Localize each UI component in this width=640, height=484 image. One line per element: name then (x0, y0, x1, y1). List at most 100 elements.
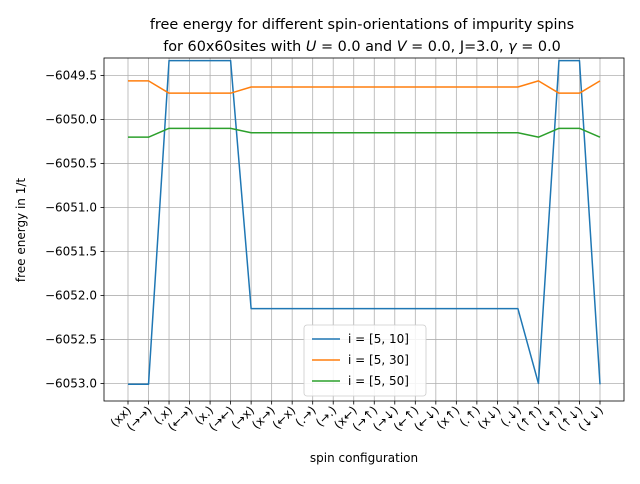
y-tick-label: −6052.0 (45, 288, 97, 302)
series-3 (127, 127, 601, 138)
data-point (435, 132, 437, 134)
data-point (537, 382, 539, 384)
data-point (332, 86, 334, 88)
series-line (128, 59, 601, 386)
data-point (229, 59, 231, 61)
data-point (188, 59, 190, 61)
data-point (599, 136, 601, 138)
series-lines (127, 59, 601, 386)
data-point (188, 92, 190, 94)
y-axis-ticks: −6053.0 −6052.5 −6052.0 −6051.5 −6051.0 −6050… (45, 69, 104, 390)
data-point (353, 132, 355, 134)
data-point (394, 307, 396, 309)
data-point (209, 92, 211, 94)
data-point (270, 307, 272, 309)
data-point (394, 86, 396, 88)
data-point (250, 86, 252, 88)
data-point (209, 127, 211, 129)
data-point (291, 86, 293, 88)
data-point (147, 80, 149, 82)
legend: i = [5, 10] i = [5, 30] i = [5, 50] (303, 324, 427, 397)
data-point (353, 307, 355, 309)
data-point (147, 383, 149, 385)
data-point (229, 127, 231, 129)
data-point (558, 92, 560, 94)
data-point (188, 127, 190, 129)
data-point (435, 307, 437, 309)
y-tick-label: −6051.5 (45, 244, 97, 258)
data-point (127, 80, 129, 82)
data-point (250, 132, 252, 134)
x-axis-label: spin configuration (310, 451, 418, 465)
y-tick-label: −6050.0 (45, 113, 97, 127)
data-point (394, 132, 396, 134)
data-point (229, 92, 231, 94)
data-point (127, 383, 129, 385)
data-point (291, 307, 293, 309)
y-tick-label: −6053.0 (45, 376, 97, 390)
data-point (311, 86, 313, 88)
data-point (373, 86, 375, 88)
data-point (599, 80, 601, 82)
series-line (128, 80, 601, 94)
legend-label: i = [5, 50] (348, 374, 409, 388)
data-point (209, 59, 211, 61)
data-point (127, 136, 129, 138)
y-tick-label: −6050.5 (45, 157, 97, 171)
data-point (496, 86, 498, 88)
data-point (414, 86, 416, 88)
data-point (558, 127, 560, 129)
data-point (578, 59, 580, 61)
data-point (558, 59, 560, 61)
data-point (332, 307, 334, 309)
data-point (599, 383, 601, 385)
data-point (168, 92, 170, 94)
data-point (168, 59, 170, 61)
data-point (435, 86, 437, 88)
y-tick-label: −6051.0 (45, 201, 97, 215)
data-point (311, 307, 313, 309)
data-point (147, 136, 149, 138)
data-point (455, 132, 457, 134)
data-point (537, 136, 539, 138)
y-tick-label: −6049.5 (45, 69, 97, 83)
data-point (537, 80, 539, 82)
data-point (270, 86, 272, 88)
data-point (373, 132, 375, 134)
chart-title-line-1: free energy for different spin-orientati… (150, 17, 574, 33)
series-1 (127, 59, 601, 386)
data-point (517, 307, 519, 309)
data-point (476, 307, 478, 309)
data-point (578, 92, 580, 94)
chart-title-line-2: for 60x60sites with U = 0.0 and V = 0.0,… (163, 39, 561, 55)
axes-frame (103, 57, 625, 402)
data-point (517, 132, 519, 134)
data-point (496, 307, 498, 309)
y-tick-label: −6052.5 (45, 332, 97, 346)
data-point (291, 132, 293, 134)
data-point (353, 86, 355, 88)
data-point (455, 307, 457, 309)
data-point (496, 132, 498, 134)
y-axis-label: free energy in 1/t (14, 178, 28, 283)
data-point (332, 132, 334, 134)
series-line (128, 127, 601, 138)
data-point (476, 132, 478, 134)
data-point (250, 307, 252, 309)
data-point (517, 86, 519, 88)
series-2 (127, 80, 601, 94)
data-point (270, 132, 272, 134)
data-point (414, 132, 416, 134)
data-point (414, 307, 416, 309)
data-point (168, 127, 170, 129)
legend-label: i = [5, 30] (348, 353, 409, 367)
data-point (476, 86, 478, 88)
data-point (455, 86, 457, 88)
data-point (373, 307, 375, 309)
legend-label: i = [5, 10] (348, 332, 409, 346)
data-point (578, 127, 580, 129)
data-point (311, 132, 313, 134)
